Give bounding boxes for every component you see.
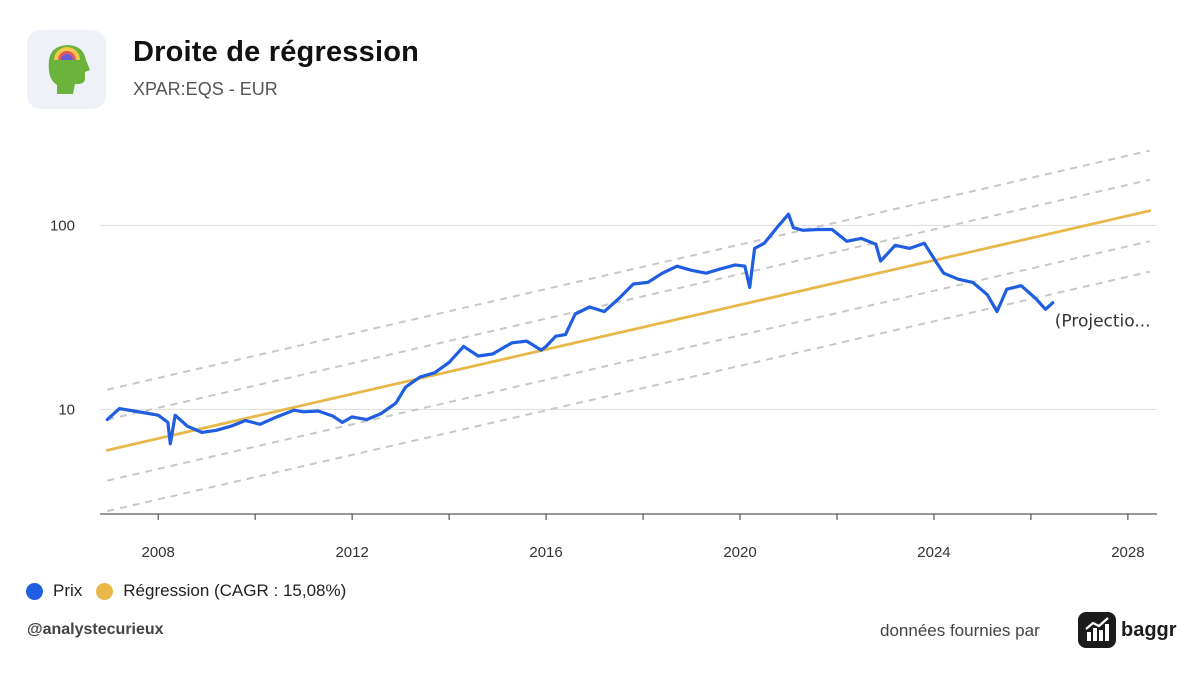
regression-line xyxy=(105,209,1152,452)
provider-text: données fournies par xyxy=(880,621,1040,640)
y-tick-label-100: 100 xyxy=(50,217,75,234)
legend-regression-label: Régression (CAGR : 15,08%) xyxy=(123,581,347,600)
app-logo xyxy=(27,30,106,109)
x-tick-label-2016: 2016 xyxy=(529,544,562,561)
provider-name: baggr xyxy=(1121,619,1177,641)
page-subtitle: XPAR:EQS - EUR xyxy=(133,79,278,99)
band-line-4 xyxy=(107,270,1150,513)
price-dot-icon xyxy=(26,582,43,600)
legend-item-price[interactable]: Prix xyxy=(26,581,82,601)
band-line-1 xyxy=(107,149,1150,391)
band-line-3 xyxy=(107,240,1150,482)
projection-annotation: (Projectio... xyxy=(1055,312,1151,332)
price-line xyxy=(105,212,1055,446)
legend-item-regression[interactable]: Régression (CAGR : 15,08%) xyxy=(96,581,346,601)
author-handle: @analystecurieux xyxy=(27,621,164,638)
x-tick-label-2012: 2012 xyxy=(335,544,368,561)
x-tick-label-2024: 2024 xyxy=(917,544,950,561)
baggr-logo-icon xyxy=(1078,612,1116,648)
regression-dot-icon xyxy=(96,582,114,600)
brain-head-icon xyxy=(48,45,90,94)
legend-price-label: Prix xyxy=(53,581,83,600)
band-line-2 xyxy=(107,178,1150,421)
legend: Prix Régression (CAGR : 15,08%) xyxy=(26,581,360,601)
x-tick-label-2020: 2020 xyxy=(723,544,756,561)
page-title: Droite de régression xyxy=(133,36,420,68)
y-tick-label-10: 10 xyxy=(58,401,75,418)
x-tick-label-2008: 2008 xyxy=(141,544,174,561)
x-tick-label-2028: 2028 xyxy=(1111,544,1144,561)
